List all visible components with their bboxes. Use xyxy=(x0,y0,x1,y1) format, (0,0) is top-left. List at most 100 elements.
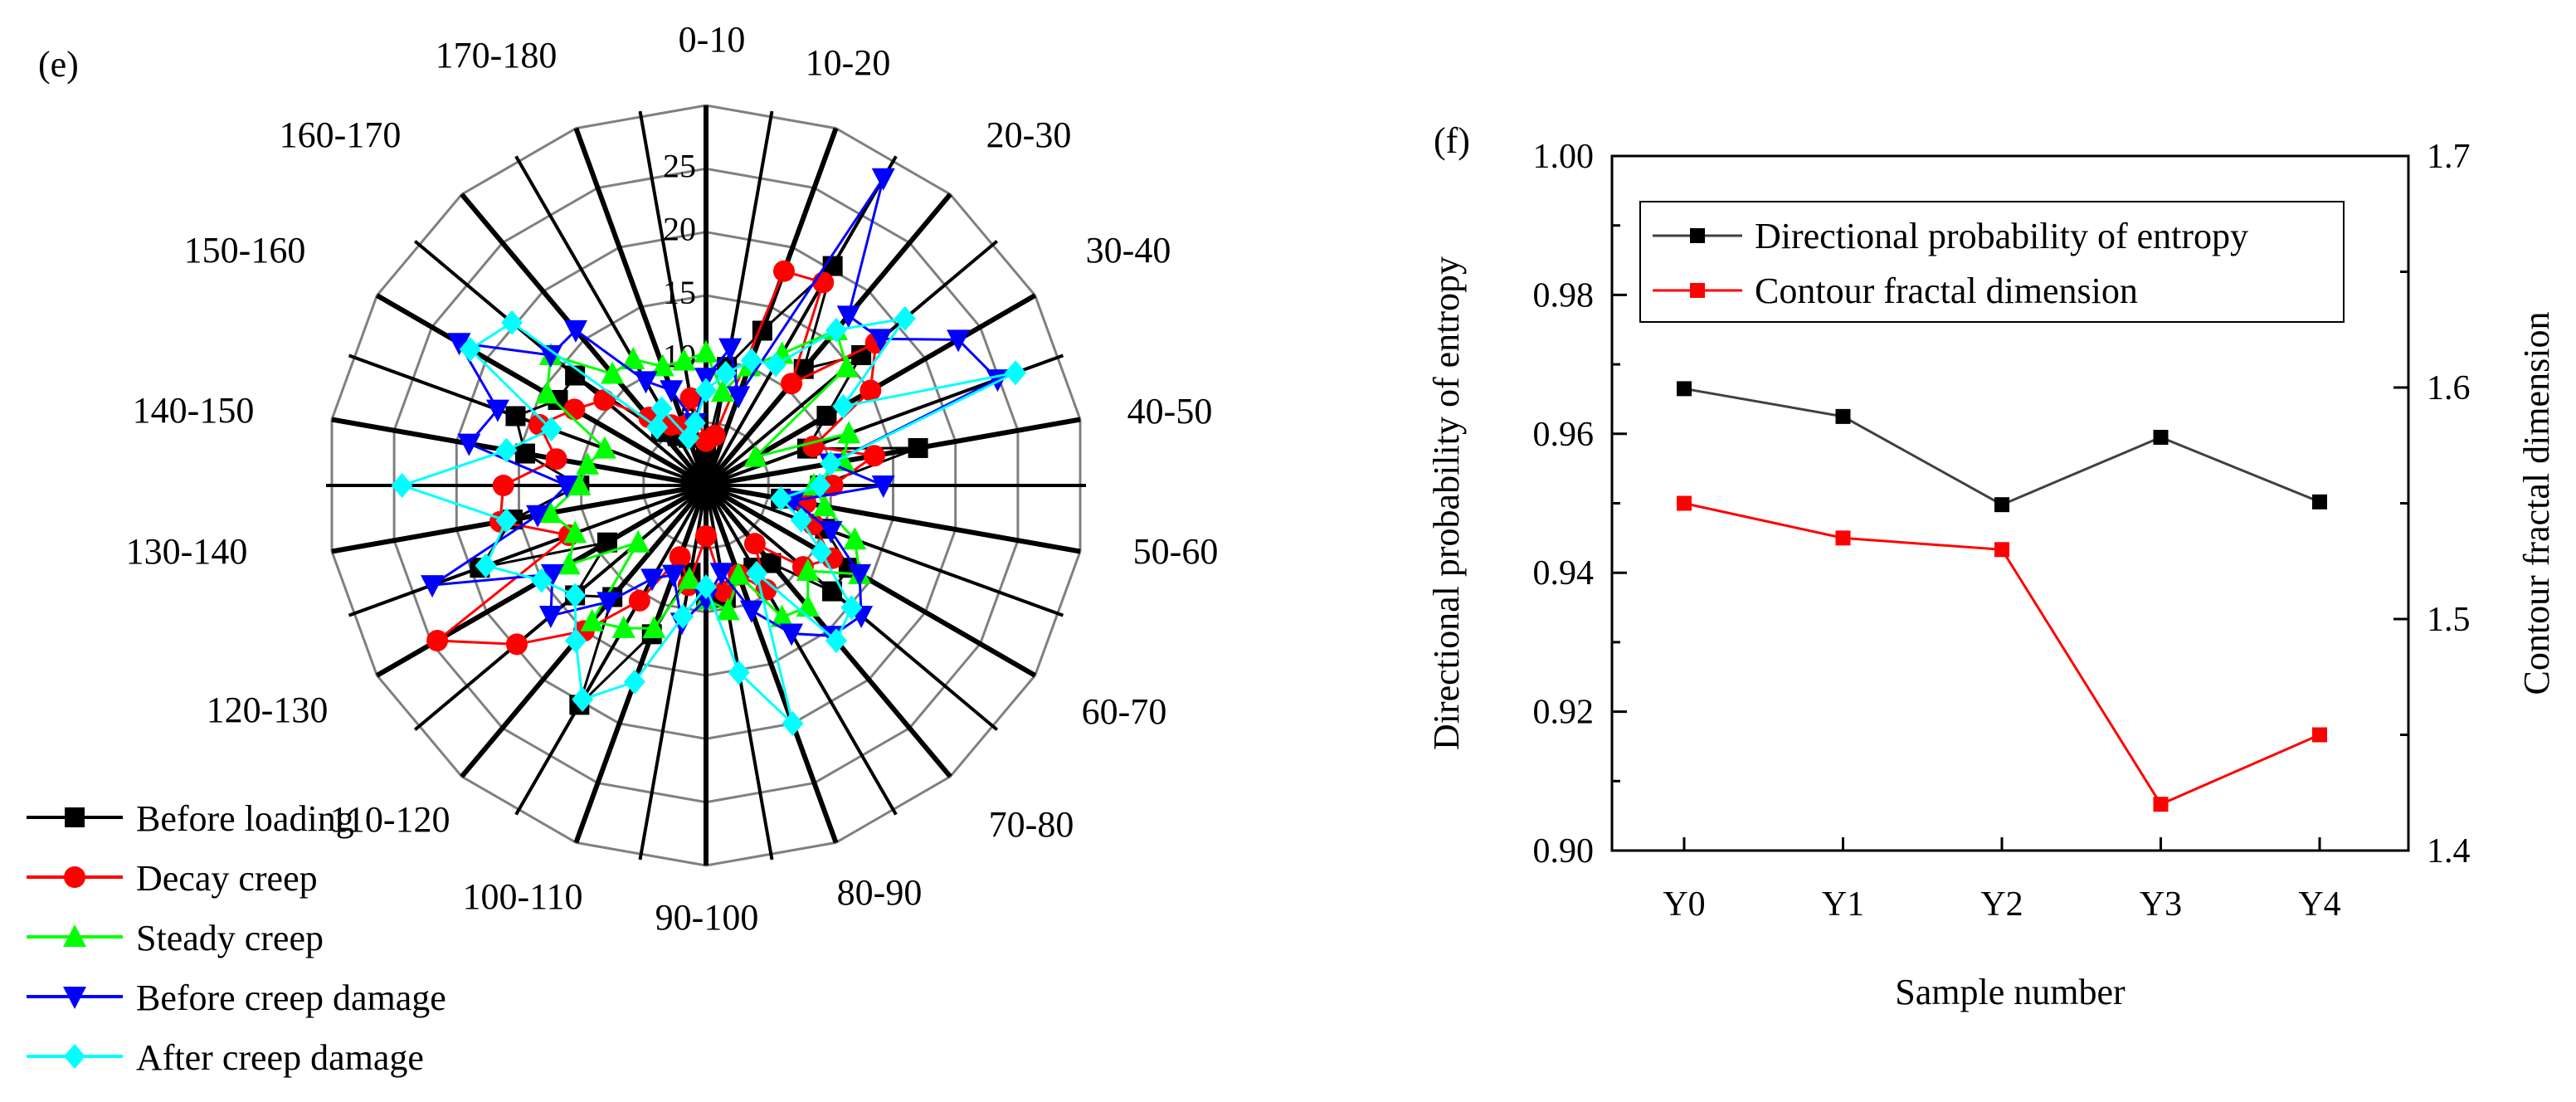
radar-spoke xyxy=(704,110,774,486)
radar-point xyxy=(859,379,882,402)
y2-tick-label: 1.7 xyxy=(2427,138,2471,176)
radar-spoke xyxy=(348,484,707,617)
radar-series-steady-creep xyxy=(535,317,872,639)
radar-point xyxy=(821,475,844,496)
radar-point xyxy=(832,393,855,419)
radar-spoke xyxy=(375,293,708,488)
radar-point xyxy=(538,344,562,368)
line-legend-label: Directional probability of entropy xyxy=(1755,216,2248,256)
radar-point xyxy=(782,710,804,736)
radar-series xyxy=(391,168,1026,736)
radar-point xyxy=(679,387,702,409)
line-point xyxy=(1835,408,1851,424)
radar-point xyxy=(825,628,848,654)
radar-spoke xyxy=(704,155,898,487)
radar-point xyxy=(709,563,733,586)
y2-tick-label: 1.4 xyxy=(2427,832,2471,870)
radar-spoke xyxy=(705,483,1081,554)
radar-point xyxy=(567,473,592,495)
radar-point xyxy=(819,520,843,544)
radar-point xyxy=(848,563,872,587)
radar-point xyxy=(835,354,859,378)
radar-point xyxy=(739,600,763,623)
radar-point xyxy=(563,398,586,421)
radar-point xyxy=(495,508,518,534)
radar-point xyxy=(650,354,674,377)
radar-point xyxy=(727,386,751,409)
y-tick-label: 0.94 xyxy=(1533,554,1595,592)
line-point xyxy=(1677,495,1692,511)
radar-spoke xyxy=(704,127,839,487)
radar-spoke xyxy=(704,483,1037,678)
radar-point xyxy=(447,333,471,356)
radar-legend-marker xyxy=(65,807,85,827)
radar-point xyxy=(836,305,860,329)
radar-spoke xyxy=(705,417,1081,488)
radar-category-label: 30-40 xyxy=(1086,230,1171,271)
radar-legend-item: Decay creep xyxy=(27,858,318,899)
radar-point xyxy=(593,388,616,411)
radar-point xyxy=(555,475,579,498)
line-legend-marker xyxy=(1690,283,1705,298)
line-series-fractal xyxy=(1677,495,2327,812)
radar-point xyxy=(820,451,842,476)
radar-category-label: 10-20 xyxy=(806,42,891,83)
line-legend-item: Directional probability of entropy xyxy=(1653,216,2248,256)
radar-point xyxy=(593,436,617,459)
radar-point xyxy=(642,616,666,639)
radar-spoke xyxy=(704,484,898,816)
line-point xyxy=(1994,497,2009,513)
x-tick-label: Y3 xyxy=(2140,885,2182,924)
radar-point xyxy=(716,597,740,621)
y2-tick-label: 1.6 xyxy=(2427,369,2471,407)
x-tick-label: Y2 xyxy=(1980,885,2023,924)
radar-point xyxy=(718,338,743,361)
radar-point xyxy=(505,406,526,427)
radar-point xyxy=(459,336,481,362)
radar-legend-marker xyxy=(63,924,86,947)
radar-point xyxy=(810,539,832,565)
radar-point xyxy=(611,615,635,638)
line-legend-label: Contour fractal dimension xyxy=(1755,271,2138,311)
radar-point xyxy=(796,558,820,582)
radar-point xyxy=(678,566,702,589)
radar-point xyxy=(526,505,550,528)
panel-label-e: (e) xyxy=(38,44,79,85)
radar-category-label: 160-170 xyxy=(280,115,402,155)
line-legend-item: Contour fractal dimension xyxy=(1653,271,2138,311)
radar-point xyxy=(790,507,812,533)
radar-point xyxy=(713,580,736,602)
radar-legend-label: Steady creep xyxy=(136,918,324,958)
radar-tick-label: 20 xyxy=(663,211,696,248)
radar-spoke xyxy=(573,484,709,844)
radar-point xyxy=(495,437,518,463)
radar-point xyxy=(840,595,863,621)
radar-point xyxy=(871,475,895,498)
radar-point xyxy=(770,604,794,627)
radar-point xyxy=(626,529,650,553)
radar-point xyxy=(672,348,696,371)
y-tick-label: 0.96 xyxy=(1533,416,1595,454)
radar-point xyxy=(563,319,587,343)
radar-category-label: 70-80 xyxy=(989,804,1074,845)
radar-point xyxy=(710,379,734,402)
radar-point xyxy=(727,562,751,585)
radar-point xyxy=(863,445,885,467)
radar-point xyxy=(457,433,481,456)
radar-point xyxy=(650,396,673,422)
radar-category-label: 110-120 xyxy=(329,799,450,840)
radar-point xyxy=(628,589,650,612)
radar-category-labels: 0-10 10-20 20-30 30-40 40-50 50-60 60-70 70-80 8… xyxy=(126,19,1219,938)
radar-point xyxy=(535,381,559,404)
radar-category-label: 120-130 xyxy=(207,690,329,730)
radar-point xyxy=(646,414,669,440)
radar-point xyxy=(843,527,867,550)
radar-legend-label: Decay creep xyxy=(136,858,318,899)
radar-point xyxy=(501,310,523,335)
radar-point xyxy=(672,603,694,629)
radar-spoke xyxy=(705,484,1064,617)
radar-point xyxy=(669,546,691,568)
radar-point xyxy=(743,533,766,555)
radar-point xyxy=(426,630,449,652)
x-axis-label: Sample number xyxy=(1895,972,2126,1012)
